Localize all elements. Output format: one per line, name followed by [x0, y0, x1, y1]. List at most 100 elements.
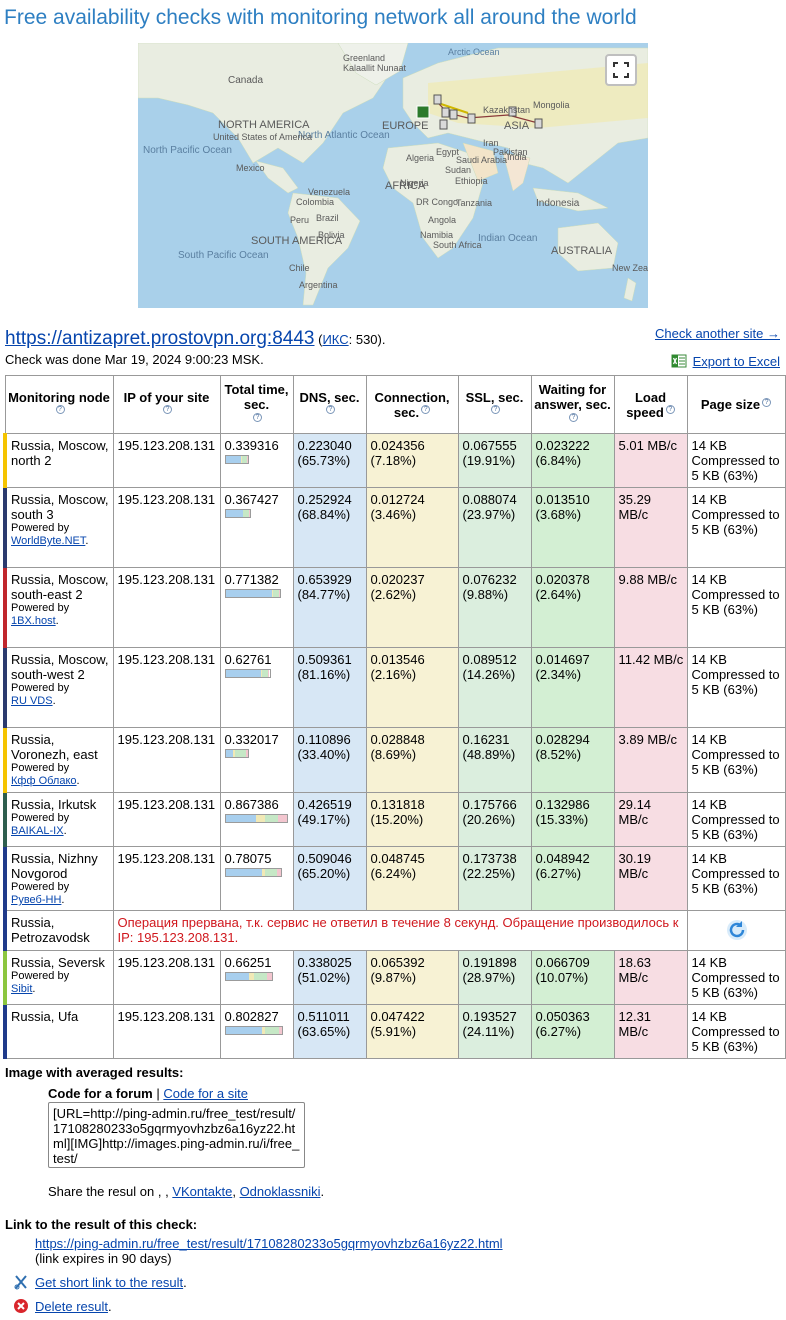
node-marker — [467, 113, 476, 124]
provider-link[interactable]: RU VDS — [11, 695, 53, 707]
timing-bar-segment — [243, 510, 250, 517]
ikc-value: : 530). — [348, 332, 386, 347]
dns-cell: 0.426519 (49.17%) — [292, 792, 367, 847]
map-label: Mongolia — [533, 100, 570, 110]
share-vkontakte[interactable]: VKontakte — [172, 1184, 233, 1199]
help-icon[interactable]: ? — [762, 397, 772, 407]
map-label: South Pacific Ocean — [178, 250, 269, 261]
node-name: Russia, Moscow, south-east 2 — [11, 572, 109, 602]
timing-bar-segment — [225, 869, 262, 876]
help-icon[interactable]: ? — [326, 405, 335, 415]
timing-bar-segment — [278, 590, 280, 597]
short-link-dot: . — [183, 1274, 187, 1290]
map-label: AFRICA — [385, 180, 426, 192]
map-label: DR Congo — [416, 197, 458, 207]
provider-link[interactable]: 1BX.host — [11, 615, 56, 627]
ssl-value: 0.191898 — [462, 955, 517, 970]
delete-link[interactable]: Delete result — [35, 1298, 108, 1314]
timing-bar-segment — [225, 750, 233, 757]
code-tabs: Code for a forum | Code for a site — [48, 1086, 248, 1101]
wait-percent: (3.68%) — [535, 507, 582, 522]
connection-cell: 0.012724 (3.46%) — [365, 487, 459, 568]
refresh-icon[interactable] — [725, 918, 749, 942]
timing-bar — [224, 868, 282, 877]
forum-code-textarea[interactable]: [URL=http://ping-admin.ru/free_test/resu… — [48, 1102, 305, 1168]
provider-link[interactable]: BAIKAL-IX — [11, 825, 64, 837]
ip-cell: 195.123.208.131 — [112, 727, 221, 793]
total-cell: 0.339316 — [219, 433, 294, 488]
help-icon[interactable]: ? — [163, 405, 172, 415]
delete-icon — [14, 1299, 28, 1313]
results-table: Monitoring node? IP of your site? Total … — [3, 375, 786, 1059]
tab-forum-code[interactable]: Code for a forum — [48, 1086, 153, 1101]
ikc-link[interactable]: ИКС — [322, 332, 349, 347]
map-label: Tanzania — [456, 198, 492, 208]
land-russia-shade — [428, 63, 648, 128]
ssl-cell: 0.067555 (19.91%) — [457, 433, 532, 488]
node-name: Russia, Seversk — [11, 955, 105, 970]
provider-link[interactable]: Рувеб-НН — [11, 894, 62, 906]
node-cell: Russia, Moscow, north 2 — [3, 433, 114, 488]
avg-title: Image with averaged results: — [5, 1065, 184, 1080]
map-label: India — [507, 152, 527, 162]
dns-value: 0.426519 — [297, 797, 352, 812]
speed-cell: 3.89 MB/c — [613, 727, 688, 793]
site-url-link[interactable]: https://antizapret.prostovpn.org:8443 — [5, 328, 315, 349]
provider-link[interactable]: Sibit — [11, 983, 33, 995]
connection-cell: 0.065392 (9.87%) — [365, 950, 459, 1005]
help-icon[interactable]: ? — [253, 412, 262, 422]
header-speed: Load speed? — [613, 375, 688, 434]
provider-link[interactable]: WorldByte.NET — [11, 535, 86, 547]
dns-cell: 0.223040 (65.73%) — [292, 433, 367, 488]
timing-bar-segment — [225, 510, 243, 517]
wait-value: 0.028294 — [535, 732, 590, 747]
node-marker-origin — [416, 105, 430, 119]
short-link[interactable]: Get short link to the result — [35, 1274, 184, 1290]
share-odnoklassniki[interactable]: Odnoklassniki — [239, 1184, 321, 1199]
retry-cell[interactable] — [686, 910, 786, 951]
check-another-link[interactable]: Check another site → — [654, 326, 780, 341]
ssl-cell: 0.16231 (48.89%) — [457, 727, 532, 793]
help-icon[interactable]: ? — [55, 405, 65, 415]
total-value: 0.66251 — [224, 955, 272, 970]
export-excel[interactable]: Export to Excel — [671, 353, 780, 369]
ssl-value: 0.175766 — [462, 797, 517, 812]
header-ssl: SSL, sec.? — [457, 375, 532, 434]
speed-cell: 11.42 MB/c — [613, 647, 688, 728]
connection-value: 0.065392 — [370, 955, 425, 970]
dns-value: 0.509046 — [297, 851, 352, 866]
header-total: Total time, sec.? — [219, 375, 294, 434]
map-label: Algeria — [406, 153, 434, 163]
page-size-cell: 14 KB Compressed to 5 KB (63%) — [686, 567, 786, 648]
timing-bar-segment — [261, 869, 265, 876]
node-name: Russia, Nizhny Novgorod — [11, 851, 98, 881]
wait-value: 0.048942 — [535, 851, 590, 866]
world-map[interactable]: NORTH AMERICA EUROPE ASIA AFRICA SOUTH A… — [138, 43, 648, 308]
dns-percent: (65.73%) — [297, 453, 351, 468]
map-label: Arctic Ocean — [448, 47, 500, 57]
map-label: Indian Ocean — [478, 233, 538, 244]
export-excel-link[interactable]: Export to Excel — [692, 353, 780, 369]
connection-percent: (2.62%) — [370, 587, 417, 602]
map-label: Iran — [483, 138, 499, 148]
help-icon[interactable]: ? — [569, 412, 578, 422]
tab-site-code[interactable]: Code for a site — [163, 1086, 248, 1101]
land-south-america — [287, 192, 361, 306]
wait-cell: 0.020378 (2.64%) — [530, 567, 615, 648]
land-india — [502, 152, 531, 192]
fullscreen-button[interactable] — [605, 54, 637, 86]
help-icon[interactable]: ? — [491, 405, 500, 415]
node-cell: Russia, Moscow, south-west 2 Powered by RU… — [3, 647, 114, 728]
timing-bar-segment — [277, 869, 281, 876]
dns-cell: 0.511011 (63.65%) — [292, 1004, 367, 1059]
help-icon[interactable]: ? — [665, 405, 675, 415]
help-icon[interactable]: ? — [421, 405, 431, 415]
map-label: Venezuela — [308, 187, 350, 197]
map-label: Greenland — [343, 53, 385, 63]
timing-bar-segment — [246, 456, 249, 463]
dns-value: 0.223040 — [297, 438, 352, 453]
timing-bar-segment — [249, 973, 254, 980]
provider-link[interactable]: Кфф Облако — [11, 775, 77, 787]
wait-cell: 0.132986 (15.33%) — [530, 792, 615, 847]
result-url-link[interactable]: https://ping-admin.ru/free_test/result/1… — [35, 1236, 503, 1251]
